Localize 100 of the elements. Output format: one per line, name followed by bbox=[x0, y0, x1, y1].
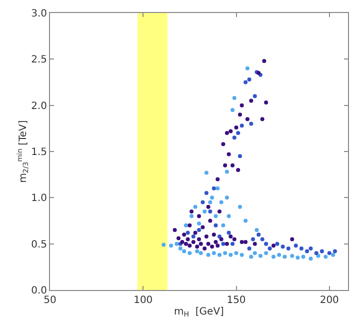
point bbox=[224, 196, 229, 200]
point bbox=[191, 240, 196, 244]
point bbox=[230, 163, 235, 168]
point bbox=[247, 246, 252, 250]
point bbox=[200, 200, 205, 204]
point bbox=[290, 237, 294, 242]
point bbox=[216, 177, 220, 182]
x-tick-label: 150 bbox=[226, 295, 246, 306]
point bbox=[232, 237, 236, 242]
point bbox=[301, 254, 306, 259]
point bbox=[277, 252, 282, 257]
point bbox=[240, 124, 244, 128]
point bbox=[210, 196, 214, 200]
y-tick-label: 1.5 bbox=[31, 147, 47, 158]
point bbox=[216, 244, 220, 248]
x-axis-title: m$_{H}$ [GeV] bbox=[174, 306, 224, 319]
point bbox=[230, 108, 235, 112]
point bbox=[272, 244, 276, 248]
point bbox=[280, 244, 285, 249]
x-tick-label: 50 bbox=[44, 295, 56, 306]
point bbox=[296, 256, 300, 260]
point bbox=[236, 131, 240, 136]
point bbox=[240, 103, 244, 108]
point bbox=[272, 254, 276, 259]
point bbox=[234, 251, 238, 256]
point bbox=[204, 191, 208, 196]
point bbox=[210, 244, 214, 249]
point bbox=[244, 218, 248, 223]
point bbox=[204, 170, 208, 175]
point bbox=[268, 246, 272, 250]
point bbox=[182, 249, 186, 254]
point bbox=[184, 223, 188, 228]
point bbox=[188, 223, 192, 228]
point bbox=[169, 244, 174, 248]
point bbox=[214, 240, 218, 244]
point bbox=[238, 112, 242, 117]
y-tick-label: 0.5 bbox=[31, 239, 47, 250]
point bbox=[316, 254, 320, 258]
point bbox=[234, 125, 238, 130]
point bbox=[223, 251, 228, 256]
point bbox=[305, 249, 310, 254]
point bbox=[308, 246, 313, 250]
point bbox=[197, 222, 201, 226]
point bbox=[286, 246, 290, 250]
point bbox=[208, 218, 212, 223]
point bbox=[188, 251, 192, 256]
point bbox=[184, 242, 188, 246]
point bbox=[244, 80, 248, 84]
point bbox=[221, 223, 226, 228]
point bbox=[258, 254, 262, 258]
point bbox=[230, 242, 235, 246]
y-tick-label: 0.0 bbox=[31, 286, 47, 296]
point bbox=[178, 246, 182, 250]
point bbox=[200, 225, 205, 230]
point bbox=[186, 237, 190, 242]
y-tick-label: 2.5 bbox=[31, 54, 47, 66]
point bbox=[264, 242, 268, 246]
point bbox=[252, 94, 257, 98]
point bbox=[245, 117, 250, 122]
point bbox=[206, 204, 210, 209]
point bbox=[232, 96, 236, 100]
point bbox=[245, 66, 250, 70]
point bbox=[208, 210, 212, 214]
point bbox=[214, 223, 218, 228]
point bbox=[217, 210, 222, 214]
point bbox=[240, 252, 244, 257]
point bbox=[202, 246, 207, 250]
point bbox=[197, 214, 201, 218]
point bbox=[308, 256, 313, 261]
point bbox=[224, 131, 229, 136]
point bbox=[191, 234, 196, 238]
point bbox=[236, 168, 240, 172]
point bbox=[197, 228, 201, 232]
point bbox=[172, 228, 177, 232]
point bbox=[320, 249, 324, 254]
point bbox=[228, 129, 233, 134]
point bbox=[219, 237, 224, 242]
point bbox=[256, 232, 261, 237]
point bbox=[264, 251, 268, 256]
point bbox=[228, 252, 233, 257]
point bbox=[190, 210, 194, 214]
point bbox=[186, 230, 190, 235]
point bbox=[244, 240, 248, 244]
point bbox=[332, 249, 337, 254]
point bbox=[254, 228, 259, 232]
point bbox=[223, 163, 228, 168]
point bbox=[232, 136, 236, 140]
point bbox=[252, 242, 257, 246]
point bbox=[224, 242, 229, 246]
point bbox=[226, 214, 231, 218]
point bbox=[226, 230, 231, 235]
point bbox=[198, 242, 203, 246]
y-tick-label: 2.0 bbox=[31, 100, 47, 112]
point bbox=[226, 152, 231, 156]
point bbox=[252, 251, 257, 256]
point bbox=[221, 142, 226, 146]
point bbox=[217, 252, 222, 257]
point bbox=[195, 249, 200, 254]
point bbox=[251, 237, 256, 242]
point bbox=[212, 232, 216, 237]
